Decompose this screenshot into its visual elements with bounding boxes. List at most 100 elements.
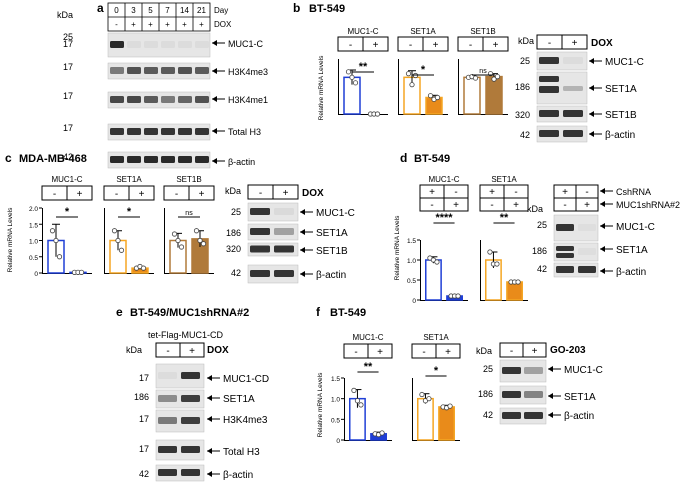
arrow-head [207,416,212,422]
gene-label: SET1B [470,27,495,36]
y-tick-label: 0 [34,271,38,278]
band-label: H3K4me1 [228,95,268,105]
sign-box [522,342,547,358]
blot-band [195,128,209,135]
arrow-head [300,209,305,215]
y-tick-label: 1.5 [331,376,340,383]
sign-text: + [189,346,195,357]
blot-band [110,156,124,163]
sign-text: - [548,38,551,49]
sig-label: * [434,365,439,377]
sign-text: + [572,38,578,49]
data-point [345,69,352,75]
data-point [358,402,364,408]
blot-band [250,228,270,235]
y-tick-label: 1.5 [29,222,38,229]
kda-label: kDa [225,186,241,196]
blot-strip-c [247,202,299,222]
day-value: 21 [197,6,206,15]
dox-label: DOX [302,188,324,199]
sig-label: ** [364,361,373,373]
data-point [200,241,207,247]
band-label: β-actin [564,411,594,422]
panel-f-title: BT-549 [330,307,366,319]
y-tick-label: 1.0 [407,258,416,265]
band-label: MUC1-C [228,39,263,49]
cond2-label: MUC1shRNA#2 [616,200,680,210]
blot-band [274,208,294,215]
data-point [118,247,125,253]
data-point [78,269,85,275]
arrow-head [600,201,605,207]
sign-text: + [283,188,289,199]
bar-treated [438,406,455,441]
data-point [178,244,185,250]
data-point [427,93,434,99]
band-label: H3K4me3 [223,415,268,426]
band-label: H3K4me3 [228,67,268,77]
band-label: Total H3 [228,127,261,137]
bar-control [417,397,434,441]
sig-label: * [421,64,426,76]
mw-marker: 17 [63,62,73,72]
blot-band [161,67,175,74]
band-label: SET1B [316,246,348,257]
sign-text: - [166,346,169,357]
data-point [349,74,355,80]
blot-band [110,67,124,74]
data-point [434,259,440,265]
blot-band [178,67,192,74]
arrow-head [207,448,212,454]
band-label: MUC1-C [316,208,355,219]
y-tick-label: 1.5 [407,238,416,245]
sig-label: **** [435,212,453,224]
data-point [111,228,118,234]
panel-c-letter: c [5,151,12,165]
sign-text: - [490,200,493,211]
band-label: SET1B [605,110,637,121]
treatment-label: GO-203 [550,345,586,356]
sign-text: - [454,187,457,198]
mw-marker: 186 [532,246,547,256]
blot-band [110,128,124,135]
blot-band [158,469,177,476]
data-point [354,398,361,404]
blot-band [161,96,175,103]
arrow-head [212,158,217,164]
blot-band [250,270,270,277]
kda-label: kDa [476,346,492,356]
blot-band [144,128,158,135]
sign-box [272,184,299,200]
kda-label: kDa [527,204,543,214]
dox-value: + [199,20,204,29]
blot-band [181,446,200,453]
sign-text: + [445,347,451,358]
arrow-head [212,128,217,134]
sig-label: * [65,206,70,218]
panel-d-title: BT-549 [414,153,450,165]
sign-text: - [430,200,433,211]
mw-marker: 17 [139,373,149,383]
sign-text: - [175,189,178,200]
blot-band [502,367,521,374]
data-point [515,279,521,285]
sign-box [128,185,155,201]
band-label: SET1A [564,392,596,403]
y-tick-label: 1.0 [331,397,340,404]
sign-box [561,34,588,50]
blot-band [502,391,521,398]
kda-label: kDa [518,36,534,46]
blot-band [181,417,200,424]
sign-text: + [562,187,568,198]
blot-band [181,469,200,476]
blot-band [178,156,192,163]
band-label: β-actin [316,270,346,281]
blot-strip-f [499,385,547,405]
arrow-head [589,85,594,91]
sign-box [66,185,93,201]
blot-band [195,156,209,163]
day-label: Day [214,6,228,15]
sign-text: + [199,189,205,200]
arrow-head [548,366,553,372]
sign-text: + [532,346,538,357]
